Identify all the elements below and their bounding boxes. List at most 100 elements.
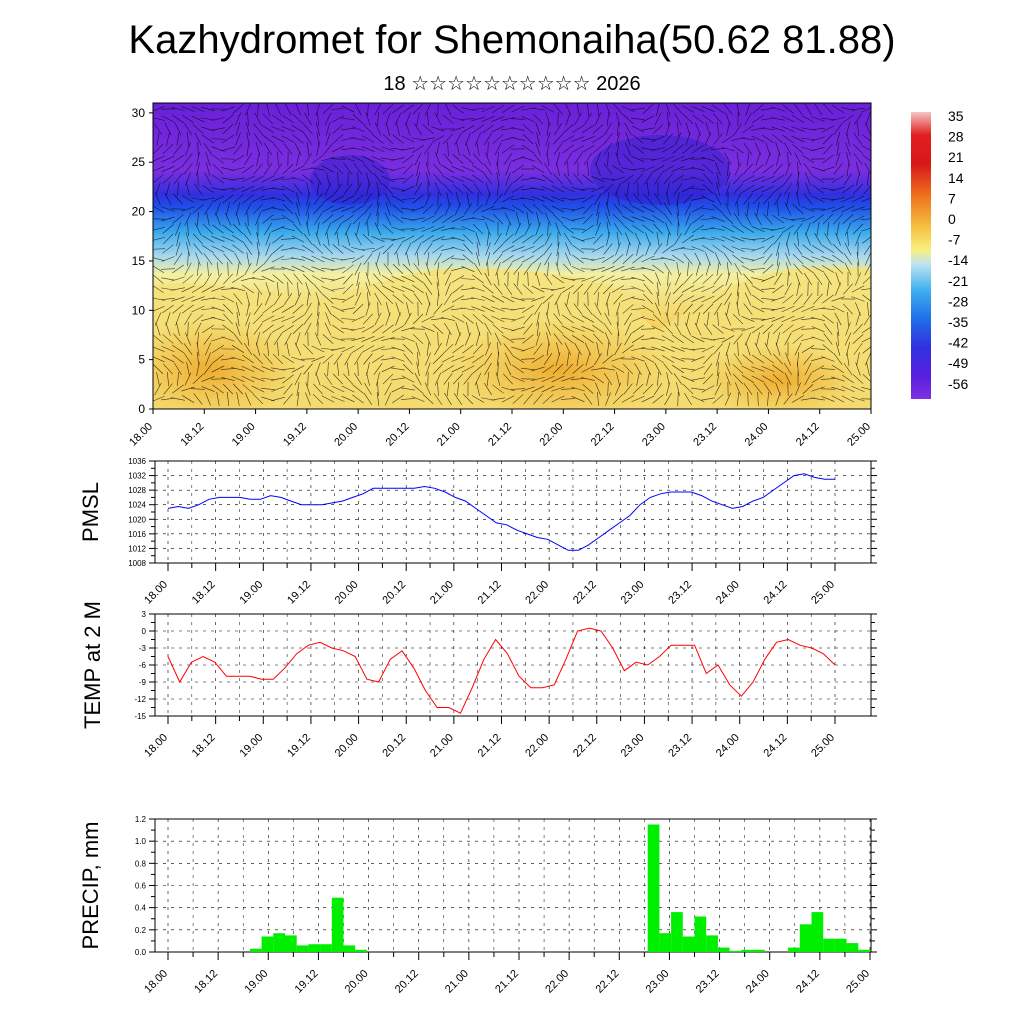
wind-vector	[532, 233, 544, 245]
wind-vector	[843, 172, 853, 186]
wind-vector	[737, 282, 739, 296]
wind-vector	[362, 233, 374, 245]
wind-vector	[712, 204, 724, 214]
wind-vector	[231, 345, 245, 353]
wind-vector	[221, 187, 235, 191]
cs-xtick-label: 19.12	[281, 421, 309, 449]
wind-vector	[215, 202, 221, 216]
wind-vector	[552, 323, 564, 335]
wind-vector	[605, 103, 611, 116]
wind-vector	[710, 148, 726, 150]
wind-vector	[705, 122, 711, 136]
wind-vector	[166, 132, 170, 146]
wind-vector	[485, 222, 491, 236]
wind-vector	[343, 273, 353, 285]
wind-vector	[687, 262, 689, 276]
wind-vector	[205, 392, 211, 406]
wind-vector	[301, 265, 315, 273]
wind-vector	[442, 214, 454, 224]
wind-vector	[433, 393, 443, 405]
wind-vector	[792, 334, 804, 344]
wind-vector	[835, 132, 841, 146]
wind-vector	[194, 132, 202, 146]
wind-vector	[371, 156, 385, 162]
wind-vector	[264, 142, 272, 156]
wind-vector	[411, 217, 425, 221]
wind-vector	[751, 176, 765, 182]
wind-vector	[557, 252, 559, 266]
wind-vector	[485, 242, 491, 256]
wind-vector	[401, 197, 415, 201]
wind-vector	[602, 183, 614, 195]
wind-vector	[184, 312, 192, 326]
wind-vector	[273, 292, 283, 306]
wind-vector	[533, 302, 543, 316]
wind-vector	[652, 123, 664, 135]
wind-vector	[695, 262, 701, 276]
wind-vector	[561, 185, 575, 193]
wind-vector	[792, 204, 804, 214]
wind-vector	[826, 222, 830, 236]
wind-vector	[256, 152, 260, 166]
wind-vector	[251, 175, 265, 183]
wind-vector	[441, 247, 455, 251]
wind-vector	[724, 202, 732, 216]
wind-vector	[512, 164, 524, 174]
wind-vector	[654, 192, 662, 206]
precip-ytick-label: 0.8	[135, 859, 147, 868]
wind-vector	[722, 214, 734, 224]
wind-vector	[801, 115, 815, 123]
wind-vector	[283, 293, 293, 305]
wind-vector	[622, 254, 634, 264]
wind-vector	[443, 133, 453, 145]
wind-vector	[291, 265, 305, 273]
wind-vector	[161, 115, 175, 123]
wind-vector	[702, 303, 714, 315]
wind-vector	[381, 365, 395, 373]
wind-vector	[324, 222, 332, 236]
wind-vector	[794, 152, 802, 166]
precip-bar	[811, 912, 824, 952]
wind-vector	[734, 262, 742, 276]
wind-vector	[726, 302, 730, 316]
wind-vector	[744, 212, 752, 226]
wind-vector	[641, 317, 655, 321]
wind-vector	[195, 252, 201, 266]
wind-vector	[211, 286, 225, 292]
wind-vector	[712, 284, 724, 294]
pmsl-xtick-label: 23.12	[666, 579, 694, 607]
wind-vector	[475, 332, 481, 346]
wind-vector	[684, 392, 692, 406]
wind-vector	[736, 292, 740, 306]
wind-vector	[355, 222, 361, 236]
wind-vector	[454, 202, 462, 216]
wind-vector	[472, 314, 484, 324]
wind-vector	[341, 295, 355, 303]
wind-vector	[741, 316, 755, 322]
wind-vector	[581, 326, 595, 332]
wind-vector	[422, 203, 434, 215]
wind-vector	[251, 277, 265, 281]
wind-vector	[711, 216, 725, 222]
wind-vector	[322, 194, 334, 204]
wind-vector	[704, 132, 712, 146]
wind-vector	[411, 396, 425, 402]
wind-vector	[752, 294, 764, 304]
wind-vector	[291, 176, 305, 182]
wind-vector	[221, 336, 235, 342]
wind-vector	[752, 324, 764, 334]
wind-vector	[382, 324, 394, 334]
wind-vector	[462, 183, 474, 195]
wind-vector	[253, 323, 263, 335]
wind-vector	[153, 123, 163, 135]
wind-vector	[441, 317, 455, 321]
wind-vector	[801, 137, 815, 141]
wind-vector	[761, 375, 775, 383]
wind-vector	[382, 224, 394, 234]
wind-vector	[221, 167, 235, 171]
wind-vector	[281, 367, 295, 371]
wind-vector	[651, 325, 665, 333]
wind-vector	[611, 285, 625, 293]
